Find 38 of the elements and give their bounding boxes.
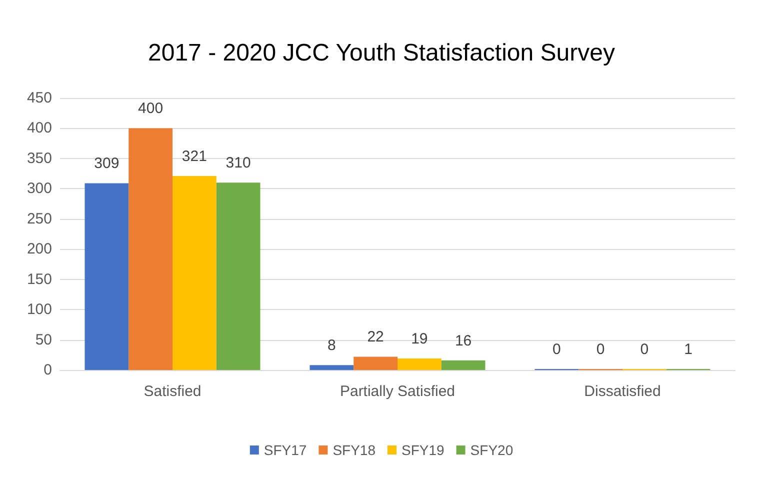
y-tick-label: 0 bbox=[44, 362, 52, 378]
data-label: 400 bbox=[138, 100, 164, 118]
bar bbox=[310, 365, 354, 370]
x-tick-label: Dissatisfied bbox=[584, 383, 661, 400]
bar bbox=[172, 176, 216, 370]
y-tick-label: 450 bbox=[26, 90, 52, 106]
data-label: 8 bbox=[328, 337, 336, 354]
data-label: 16 bbox=[454, 332, 472, 350]
bar bbox=[128, 128, 172, 370]
y-tick-label: 200 bbox=[26, 240, 52, 258]
bar bbox=[84, 183, 129, 370]
bar bbox=[216, 182, 260, 370]
y-tick-label: 400 bbox=[26, 120, 52, 137]
y-tick-label: 100 bbox=[26, 301, 52, 318]
bar bbox=[441, 360, 486, 370]
y-tick-label: 250 bbox=[26, 210, 52, 228]
data-label: 1 bbox=[684, 341, 692, 358]
data-label: 310 bbox=[226, 154, 251, 172]
bar bbox=[398, 358, 442, 370]
bar bbox=[354, 356, 398, 370]
data-label: 321 bbox=[182, 148, 207, 165]
data-label: 19 bbox=[411, 330, 428, 348]
y-tick-label: 150 bbox=[26, 270, 52, 288]
data-label: 22 bbox=[367, 328, 384, 346]
data-label: 0 bbox=[640, 341, 649, 358]
chart-title: 2017 - 2020 JCC Youth Statisfaction Survey bbox=[148, 40, 615, 66]
data-label: 0 bbox=[596, 341, 605, 358]
y-tick-label: 50 bbox=[35, 331, 52, 348]
y-tick-label: 350 bbox=[26, 150, 52, 167]
legend-label: SFY18 bbox=[332, 442, 376, 458]
legend-label: SFY20 bbox=[470, 442, 514, 458]
legend-label: SFY17 bbox=[264, 442, 307, 458]
legend-label: SFY19 bbox=[402, 442, 445, 458]
x-tick-label: Satisfied bbox=[144, 383, 202, 400]
data-label: 0 bbox=[552, 341, 561, 358]
x-tick-label: Partially Satisfied bbox=[340, 383, 456, 400]
y-tick-label: 300 bbox=[26, 180, 52, 198]
data-label: 309 bbox=[94, 155, 120, 172]
